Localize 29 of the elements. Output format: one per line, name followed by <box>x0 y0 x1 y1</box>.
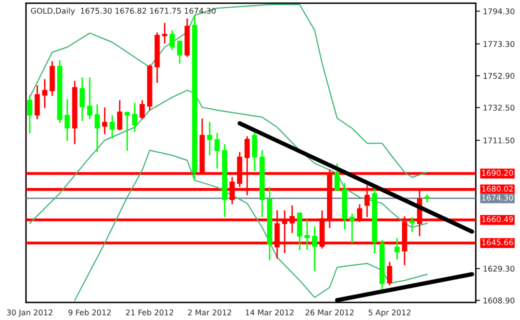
candlestick <box>207 121 212 156</box>
line-series <box>74 150 428 301</box>
candlestick <box>102 106 108 135</box>
candlestick <box>94 104 100 153</box>
candlestick <box>350 212 355 244</box>
candlestick <box>27 94 32 134</box>
candlestick <box>80 76 85 122</box>
candlestick <box>252 131 258 172</box>
candlestick <box>34 84 40 120</box>
candlestick <box>140 100 145 120</box>
candlestick <box>124 111 130 152</box>
candlestick <box>64 98 70 142</box>
line-series <box>29 4 428 178</box>
candlestick <box>409 216 415 233</box>
candlestick <box>214 132 220 170</box>
candlestick <box>132 102 138 133</box>
candlestick <box>170 29 175 51</box>
candlestick <box>177 40 182 64</box>
candlestick <box>117 100 122 131</box>
candlestick <box>312 226 318 272</box>
candlestick <box>304 218 310 250</box>
line-series <box>29 90 428 228</box>
candlestick <box>297 212 302 251</box>
candlestick <box>110 114 115 140</box>
candlestick <box>42 78 48 109</box>
candlestick <box>87 76 92 120</box>
candlestick <box>162 22 168 44</box>
candlestick <box>394 237 400 260</box>
candlestick <box>386 261 392 286</box>
